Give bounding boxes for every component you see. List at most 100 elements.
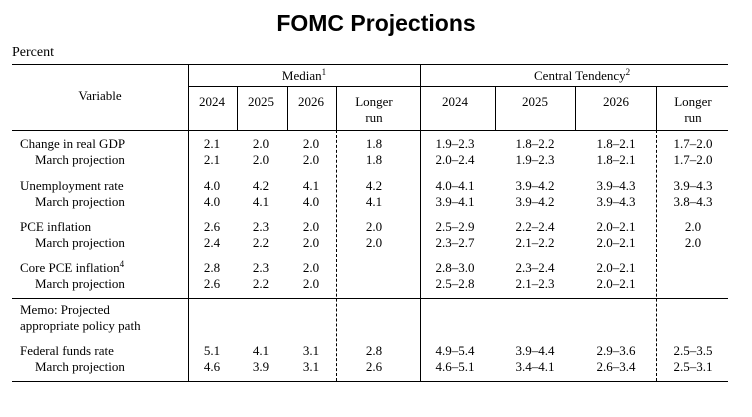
median-year-header-2024: 2024 xyxy=(199,94,225,109)
march-central-value: 3.8–4.3 xyxy=(673,194,713,209)
march-median-value: 2.4 xyxy=(203,235,221,250)
median-value: 2.0 xyxy=(302,136,320,151)
central-value: 2.9–3.6 xyxy=(596,343,636,358)
march-central-value: 1.9–2.3 xyxy=(515,152,555,167)
median-value: 4.2 xyxy=(365,178,383,193)
central-value: 2.0–2.1 xyxy=(596,260,636,275)
march-median-value: 2.0 xyxy=(365,235,383,250)
median-value: 2.8 xyxy=(365,343,383,358)
median-value: 2.0 xyxy=(365,219,383,234)
median-value: 4.2 xyxy=(252,178,270,193)
row-label-footnote: 4 xyxy=(119,259,125,269)
march-median-value: 3.1 xyxy=(302,359,320,374)
march-label: March projection xyxy=(35,152,125,167)
median-longer-run-header-2: run xyxy=(365,110,383,125)
median-value: 4.0 xyxy=(203,178,221,193)
median-header: Median1 xyxy=(281,67,327,84)
central-year-sep-1 xyxy=(495,86,496,130)
march-central-value: 2.6–3.4 xyxy=(596,359,636,374)
memo-line-2: appropriate policy path xyxy=(20,318,141,333)
median-value: 4.1 xyxy=(302,178,320,193)
central-left-border xyxy=(420,64,421,381)
march-central-value: 4.6–5.1 xyxy=(435,359,475,374)
median-value: 2.0 xyxy=(302,219,320,234)
march-median-value: 2.6 xyxy=(365,359,383,374)
header-bottom-rule xyxy=(12,130,728,131)
central-value: 3.9–4.3 xyxy=(673,178,713,193)
march-median-value: 2.2 xyxy=(252,276,270,291)
group-header-rule xyxy=(188,86,728,87)
central-year-header-2026: 2026 xyxy=(603,94,629,109)
median-value: 2.8 xyxy=(203,260,221,275)
central-tendency-header: Central Tendency2 xyxy=(534,67,631,84)
march-median-value: 2.2 xyxy=(252,235,270,250)
variable-header: Variable xyxy=(78,88,122,103)
march-central-value: 2.0–2.1 xyxy=(596,235,636,250)
central-value: 2.5–2.9 xyxy=(435,219,475,234)
central-year-sep-2 xyxy=(575,86,576,130)
march-median-value: 2.0 xyxy=(302,276,320,291)
median-value: 2.3 xyxy=(252,260,270,275)
central-value: 1.7–2.0 xyxy=(673,136,713,151)
march-median-value: 2.0 xyxy=(252,152,270,167)
row-label: Unemployment rate xyxy=(20,178,124,193)
central-year-header-2024: 2024 xyxy=(442,94,468,109)
march-median-value: 2.0 xyxy=(302,235,320,250)
central-value: 1.9–2.3 xyxy=(435,136,475,151)
central-value: 4.9–5.4 xyxy=(435,343,475,358)
march-label: March projection xyxy=(35,194,125,209)
central-value: 2.8–3.0 xyxy=(435,260,475,275)
march-median-value: 2.6 xyxy=(203,276,221,291)
march-central-value: 3.9–4.2 xyxy=(515,194,555,209)
median-value: 2.0 xyxy=(252,136,270,151)
median-left-border xyxy=(188,64,189,381)
median-header-footnote: 1 xyxy=(321,67,327,77)
central-value: 3.9–4.2 xyxy=(515,178,555,193)
march-central-value: 3.4–4.1 xyxy=(515,359,555,374)
central-value: 2.0 xyxy=(684,219,702,234)
march-central-value: 2.1–2.2 xyxy=(515,235,555,250)
year-sep-2026-longer xyxy=(336,86,337,130)
march-central-value: 2.0 xyxy=(684,235,702,250)
march-central-value: 2.0–2.1 xyxy=(596,276,636,291)
median-value: 2.6 xyxy=(203,219,221,234)
central-value: 2.0–2.1 xyxy=(596,219,636,234)
central-value: 1.8–2.1 xyxy=(596,136,636,151)
central-longer-run-header-2: run xyxy=(684,110,702,125)
table-bottom-rule xyxy=(12,381,728,382)
march-median-value: 2.0 xyxy=(302,152,320,167)
median-longer-run-header-1: Longer xyxy=(355,94,393,109)
march-median-value: 2.1 xyxy=(203,152,221,167)
median-longer-run-dashed-sep xyxy=(336,130,337,381)
central-value: 1.8–2.2 xyxy=(515,136,555,151)
central-longer-run-header-1: Longer xyxy=(674,94,712,109)
march-label: March projection xyxy=(35,235,125,250)
memo-top-rule xyxy=(12,298,728,299)
row-label: Core PCE inflation4 xyxy=(20,259,125,276)
march-median-value: 1.8 xyxy=(365,152,383,167)
projections-table: Variable Median1 Central Tendency2 2024 2024… xyxy=(12,64,728,382)
march-central-value: 2.3–2.7 xyxy=(435,235,475,250)
table-top-rule xyxy=(12,64,728,65)
year-sep-2025-2026 xyxy=(287,86,288,130)
central-tendency-header-footnote: 2 xyxy=(625,67,631,77)
median-value: 4.1 xyxy=(252,343,270,358)
march-central-value: 2.5–2.8 xyxy=(435,276,475,291)
march-median-value: 4.0 xyxy=(302,194,320,209)
row-label: Federal funds rate xyxy=(20,343,114,358)
central-year-sep-3 xyxy=(656,86,657,130)
central-longer-run-dashed-sep xyxy=(656,130,657,381)
central-value: 2.2–2.4 xyxy=(515,219,555,234)
central-year-header-2025: 2025 xyxy=(522,94,548,109)
median-value: 2.3 xyxy=(252,219,270,234)
row-label: PCE inflation xyxy=(20,219,92,234)
median-value: 2.1 xyxy=(203,136,221,151)
march-central-value: 3.9–4.3 xyxy=(596,194,636,209)
year-sep-2024-2025 xyxy=(237,86,238,130)
central-value: 3.9–4.3 xyxy=(596,178,636,193)
central-value: 4.0–4.1 xyxy=(435,178,475,193)
march-central-value: 3.9–4.1 xyxy=(435,194,475,209)
central-value: 3.9–4.4 xyxy=(515,343,555,358)
median-value: 1.8 xyxy=(365,136,383,151)
march-median-value: 4.1 xyxy=(252,194,270,209)
